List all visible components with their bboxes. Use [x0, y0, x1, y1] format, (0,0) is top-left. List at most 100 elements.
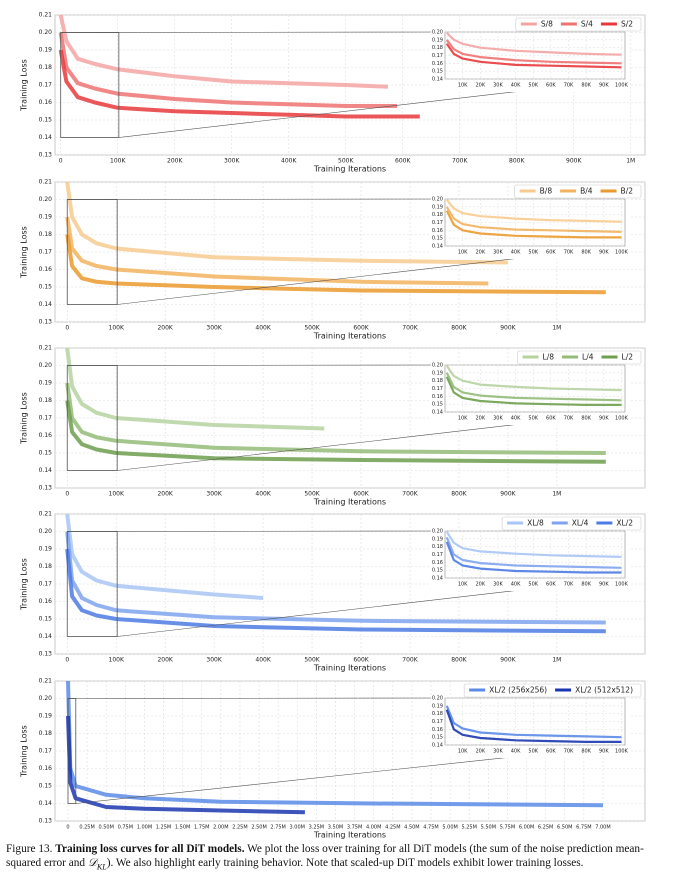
- inset-x-tick-label: 60K: [546, 582, 556, 588]
- x-tick-label: 4.50M: [404, 825, 419, 831]
- x-tick-label: 1M: [626, 158, 635, 165]
- x-tick-label: 3.00M: [290, 825, 305, 831]
- inset-x-tick-label: 10K: [458, 582, 468, 588]
- loss-curve: [65, 234, 606, 295]
- inset-loss-curve: [445, 709, 622, 743]
- inset-y-tick-label: 0.16: [432, 727, 443, 733]
- x-tick-label: 1.25M: [156, 825, 171, 831]
- inset-x-tick-label: 60K: [546, 749, 556, 755]
- x-tick-label: 800K: [451, 325, 467, 332]
- inset-x-tick-label: 80K: [581, 416, 591, 422]
- x-tick-label: 900K: [566, 158, 582, 165]
- y-tick-label: 0.16: [39, 598, 53, 605]
- x-tick-label: 6.00M: [519, 825, 534, 831]
- x-tick-label: 4.25M: [385, 825, 400, 831]
- inset-loss-curve: [445, 705, 622, 739]
- inset-y-tick-label: 0.18: [432, 378, 443, 384]
- inset-x-tick-label: 80K: [581, 250, 591, 256]
- inset-loss-curve: [445, 536, 622, 569]
- y-tick-label: 0.14: [39, 301, 53, 308]
- legend-label: S/4: [581, 20, 593, 29]
- x-tick-label: 700K: [402, 657, 418, 664]
- inset-y-tick-label: 0.14: [432, 743, 443, 749]
- x-tick-label: 0: [65, 657, 69, 664]
- x-tick-label: 2.50M: [251, 825, 266, 831]
- y-tick-label: 0.18: [39, 730, 53, 737]
- inset-loss-curve: [446, 32, 622, 56]
- inset-x-tick-label: 90K: [599, 83, 609, 89]
- x-tick-label: 400K: [281, 158, 297, 165]
- x-tick-label: 6.25M: [538, 825, 553, 831]
- inset-y-tick-label: 0.14: [432, 77, 443, 83]
- inset-y-tick-label: 0.16: [432, 394, 443, 400]
- inset-x-tick-label: 60K: [546, 83, 556, 89]
- inset-x-tick-label: 80K: [581, 83, 591, 89]
- x-tick-label: 4.75M: [423, 825, 438, 831]
- legend-box: [501, 516, 642, 531]
- inset-x-tick-label: 70K: [564, 83, 574, 89]
- inset-x-tick-label: 100K: [615, 83, 629, 89]
- inset-x-tick-label: 30K: [493, 416, 503, 422]
- inset-x-tick-label: 70K: [564, 416, 574, 422]
- y-tick-label: 0.15: [39, 783, 53, 790]
- inset-x-tick-label: 80K: [581, 582, 591, 588]
- y-tick-label: 0.15: [39, 284, 53, 291]
- inset-x-tick-label: 20K: [475, 416, 485, 422]
- inset-x-tick-label: 20K: [475, 582, 485, 588]
- loss-curve: [58, 49, 420, 119]
- inset-x-tick-label: 70K: [564, 582, 574, 588]
- inset-x-tick-label: 30K: [493, 582, 503, 588]
- legend-label: L/2: [622, 353, 634, 362]
- legend: S/8 S/4 S/2: [515, 17, 642, 32]
- x-tick-label: 600K: [353, 657, 369, 664]
- legend-label: XL/2 (256x256): [489, 686, 547, 695]
- x-tick-label: 800K: [509, 158, 525, 165]
- inset-x-tick-label: 20K: [475, 749, 485, 755]
- inset-y-tick-label: 0.20: [432, 197, 443, 203]
- x-tick-label: 2.75M: [270, 825, 285, 831]
- y-tick-label: 0.14: [39, 633, 53, 640]
- inset-x-tick-label: 10K: [458, 416, 468, 422]
- x-tick-label: 300K: [206, 491, 222, 498]
- inset-x-tick-label: 50K: [528, 83, 538, 89]
- x-tick-label: 3.75M: [347, 825, 362, 831]
- y-tick-label: 0.18: [39, 231, 53, 238]
- x-tick-label: 2.00M: [213, 825, 228, 831]
- y-tick-label: 0.17: [39, 249, 53, 256]
- y-tick-label: 0.19: [39, 546, 53, 553]
- inset-x-tick-label: 100K: [615, 749, 629, 755]
- inset-x-tick-label: 40K: [511, 416, 521, 422]
- x-axis-title: Training Iterations: [313, 165, 386, 174]
- legend: B/8 B/4 B/2: [514, 184, 642, 199]
- x-tick-label: 100K: [109, 325, 125, 332]
- y-tick-label: 0.13: [39, 818, 53, 825]
- y-tick-label: 0.20: [39, 362, 53, 369]
- x-tick-label: 300K: [224, 158, 240, 165]
- inset-y-tick-label: 0.17: [432, 220, 443, 226]
- inset-y-tick-label: 0.14: [432, 410, 443, 416]
- inset-loss-curve: [445, 531, 622, 558]
- inset-y-tick-label: 0.20: [432, 363, 443, 369]
- x-tick-label: 600K: [353, 325, 369, 332]
- figure: 0.13 0.14 0.15 0.16 0.17 0.18 0.19 0.20 0.21 0 100…: [20, 12, 646, 840]
- loss-curve: [65, 382, 606, 455]
- x-tick-label: 1.00M: [137, 825, 152, 831]
- x-axis-title: Training Iterations: [313, 498, 386, 507]
- loss-curve: [65, 181, 508, 265]
- x-tick-label: 100K: [109, 491, 125, 498]
- x-tick-label: 600K: [353, 491, 369, 498]
- y-tick-label: 0.21: [39, 511, 53, 518]
- x-tick-label: 800K: [451, 657, 467, 664]
- legend: XL/8 XL/4 XL/2: [501, 516, 642, 531]
- y-tick-label: 0.17: [39, 415, 53, 422]
- inset-loss-curve: [445, 376, 622, 406]
- y-tick-label: 0.20: [39, 695, 53, 702]
- legend-label: XL/8: [527, 519, 544, 528]
- x-tick-label: 900K: [500, 491, 516, 498]
- x-tick-label: 0: [65, 491, 69, 498]
- x-tick-label: 700K: [402, 491, 418, 498]
- y-tick-label: 0.17: [39, 581, 53, 588]
- legend-label: S/2: [621, 20, 633, 29]
- inset-x-tick-label: 40K: [511, 749, 521, 755]
- legend-label: L/8: [543, 353, 555, 362]
